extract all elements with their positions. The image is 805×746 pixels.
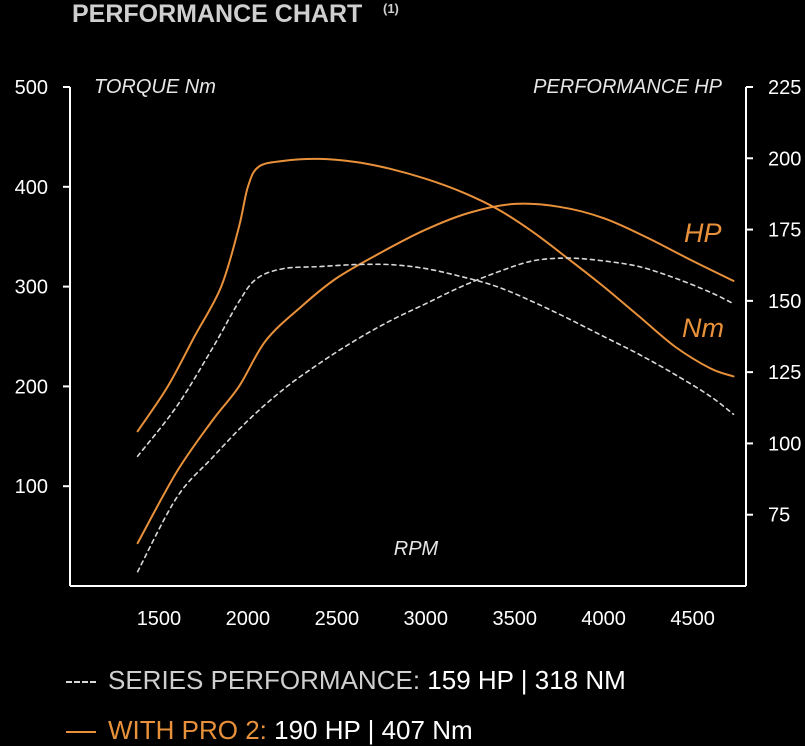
- chart-title-footnote: (1): [383, 1, 399, 16]
- series-hp-curve: [136, 257, 735, 573]
- nm-series-tag: Nm: [682, 313, 724, 343]
- right-tick-label: 125: [768, 362, 801, 384]
- x-tick-label: 2500: [315, 608, 360, 630]
- left-tick-label: 300: [15, 277, 48, 299]
- x-tick-label: 4000: [581, 608, 626, 630]
- left-tick-label: 400: [15, 177, 48, 199]
- x-axis-label: RPM: [394, 538, 439, 560]
- left-axis-label: TORQUE Nm: [94, 76, 216, 98]
- legend-series-label: SERIES PERFORMANCE:: [108, 665, 421, 695]
- legend-pro-value: 190 HP | 407 Nm: [274, 715, 473, 745]
- left-tick-label: 100: [15, 476, 48, 498]
- legend-series-value: 159 HP | 318 NM: [427, 665, 626, 695]
- legend-series: SERIES PERFORMANCE: 159 HP | 318 NM: [66, 665, 626, 696]
- dashed-line-icon: [66, 681, 96, 684]
- legend-pro-label: WITH PRO 2:: [108, 715, 267, 745]
- right-tick-label: 225: [768, 77, 801, 99]
- right-tick-label: 200: [768, 148, 801, 170]
- left-tick-label: 500: [15, 77, 48, 99]
- ticks: 100 200 300 400 500 75 100 125 150 175 200 225 1500 2…: [15, 77, 802, 630]
- right-tick-label: 100: [768, 433, 801, 455]
- legend-pro: WITH PRO 2: 190 HP | 407 Nm: [66, 715, 473, 746]
- chart-title: PERFORMANCE CHART: [72, 0, 362, 28]
- x-tick-label: 2000: [226, 608, 271, 630]
- left-tick-label: 200: [15, 376, 48, 398]
- solid-line-icon: [66, 731, 96, 734]
- curves: [136, 157, 735, 573]
- x-tick-label: 3000: [404, 608, 449, 630]
- axes: [69, 87, 747, 587]
- pro-nm-curve: [136, 157, 735, 433]
- right-tick-label: 150: [768, 291, 801, 313]
- x-tick-label: 4500: [670, 608, 715, 630]
- pro-hp-curve: [136, 202, 735, 545]
- x-tick-label: 1500: [137, 608, 182, 630]
- series-nm-curve: [136, 263, 735, 458]
- right-tick-label: 175: [768, 220, 801, 242]
- x-tick-label: 3500: [492, 608, 537, 630]
- performance-chart: PERFORMANCE CHART (1) 100200300400500751…: [15, 0, 802, 630]
- hp-series-tag: HP: [684, 218, 722, 248]
- right-tick-label: 75: [768, 505, 790, 527]
- right-axis-label: PERFORMANCE HP: [533, 76, 723, 98]
